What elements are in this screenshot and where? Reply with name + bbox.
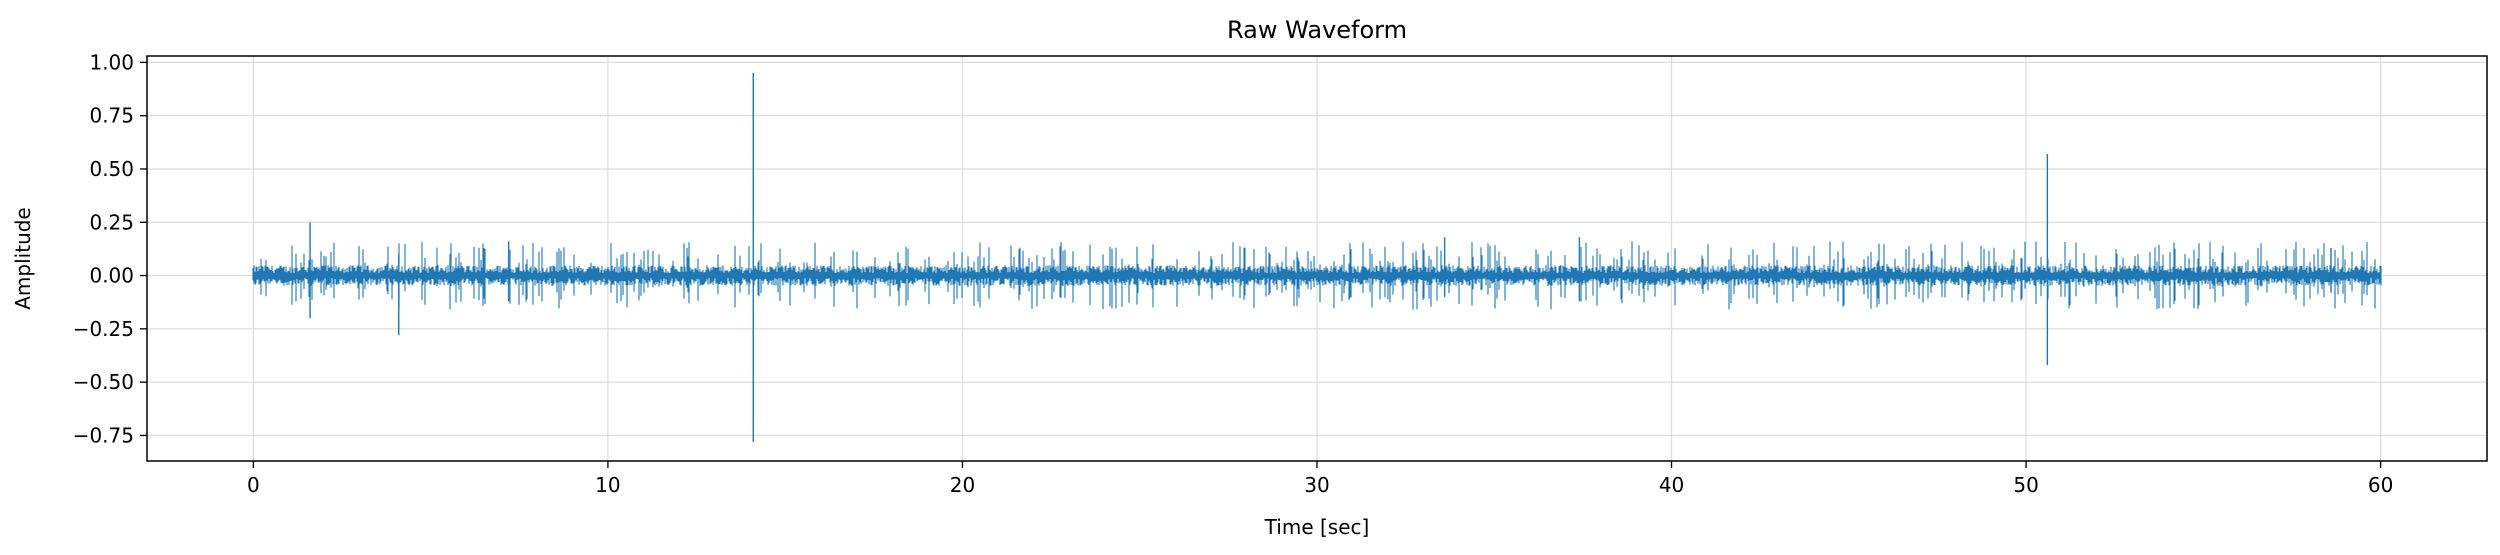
x-tick-label: 0 [247,473,260,497]
y-tick-label: 0.25 [89,210,134,234]
chart-title: Raw Waveform [1227,16,1407,44]
y-tick-label: 0.50 [89,157,134,181]
x-axis-ticks: 0 10 20 30 40 50 60 [247,461,2393,497]
x-tick-label: 60 [2368,473,2393,497]
y-axis-label: Amplitude [11,207,35,310]
y-tick-label: 0.00 [89,264,134,288]
y-tick-label: 1.00 [89,50,134,74]
x-tick-label: 50 [2013,473,2038,497]
x-axis-label: Time [sec] [1264,515,1370,539]
waveform-line [252,241,2382,310]
y-tick-label: −0.75 [73,423,134,447]
x-tick-label: 10 [595,473,620,497]
y-tick-label: 0.75 [89,104,134,128]
x-tick-label: 40 [1659,473,1684,497]
x-tick-label: 30 [1304,473,1329,497]
grid-lines [147,56,2487,461]
y-tick-label: −0.25 [73,317,134,341]
x-tick-label: 20 [950,473,975,497]
y-tick-label: −0.50 [73,370,134,394]
y-axis-ticks: 1.00 0.75 0.50 0.25 0.00 −0.25 −0.50 −0.75 [73,50,147,447]
waveform-series [252,73,2382,442]
